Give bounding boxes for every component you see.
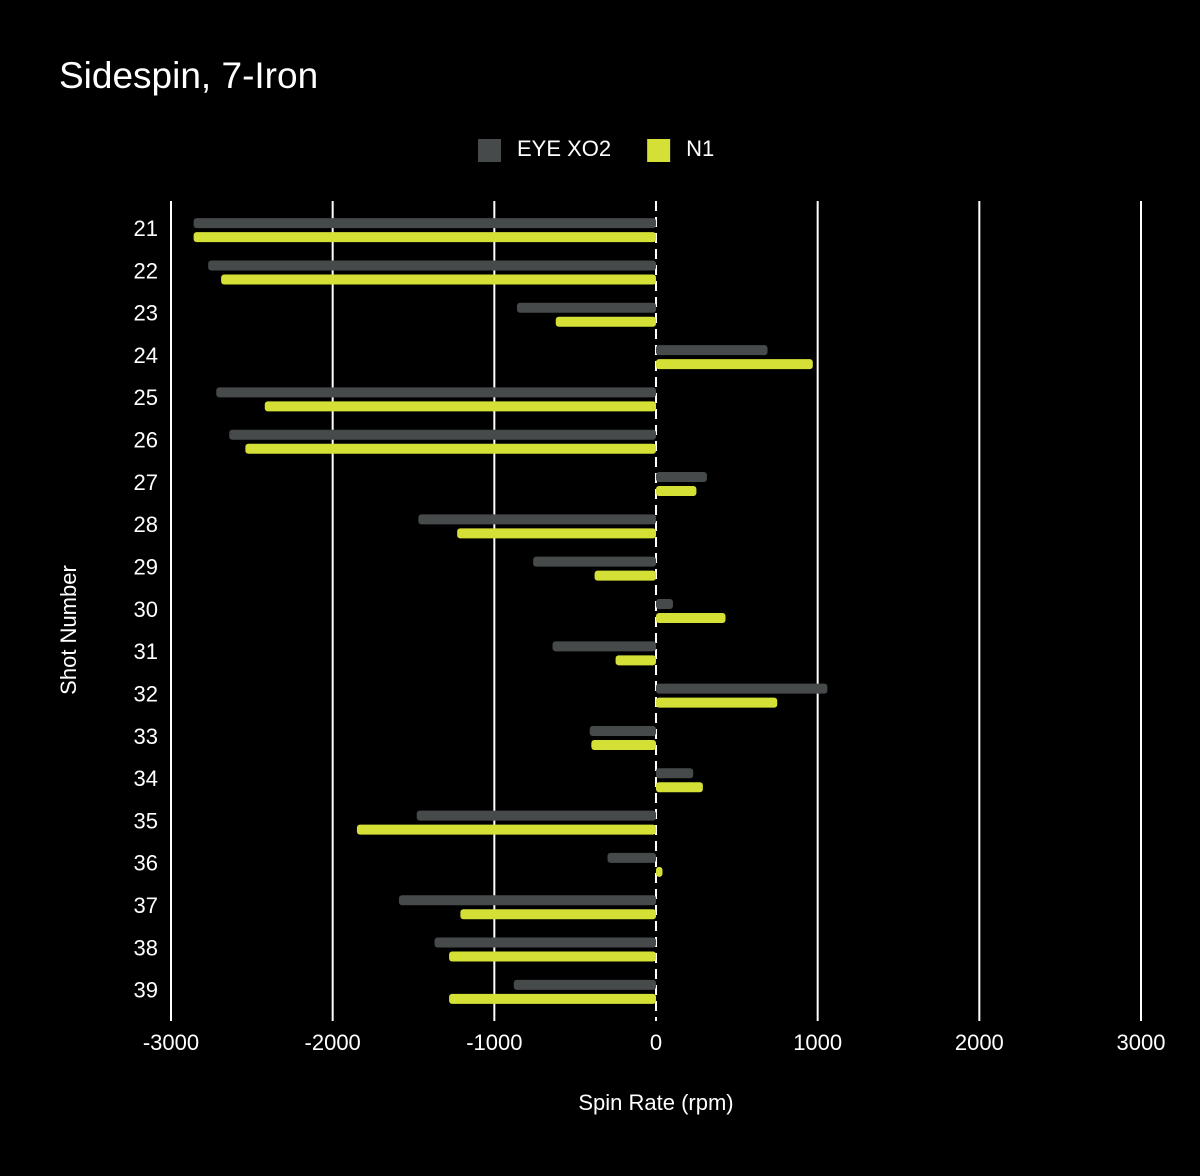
x-tick-label: 2000 [955,1030,1004,1055]
bar [416,810,656,821]
legend-swatch [478,139,501,162]
x-tick-label: -2000 [305,1030,361,1055]
bar [656,472,707,483]
bar [656,782,703,793]
y-tick-label: 30 [134,597,158,622]
x-tick-label: 1000 [793,1030,842,1055]
y-tick-label: 39 [134,978,158,1003]
bar [418,514,656,525]
legend-swatch [647,139,671,162]
y-tick-label: 32 [134,681,158,706]
bar [516,302,656,313]
y-tick-label: 28 [134,512,158,537]
bar [193,218,656,229]
bar [457,528,656,539]
bar [245,443,656,454]
y-tick-label: 26 [134,428,158,453]
bar [449,951,656,962]
y-tick-label: 34 [134,766,158,791]
y-tick-label: 33 [134,724,158,749]
bar [656,866,663,877]
x-tick-label: -1000 [466,1030,522,1055]
bar [615,655,656,666]
bar [656,599,673,609]
bar [208,260,656,271]
bar [264,401,656,412]
bar [533,556,656,567]
x-axis-title: Spin Rate (rpm) [578,1090,733,1115]
bar [193,232,656,243]
y-tick-label: 22 [134,258,158,283]
bar [656,486,697,497]
bar [607,852,656,863]
bar [555,316,656,327]
y-tick-label: 31 [134,639,158,664]
x-tick-label: 3000 [1117,1030,1166,1055]
bar [594,570,656,581]
bar [656,683,828,694]
bar [398,895,656,906]
legend-label: EYE XO2 [517,136,611,161]
bar [591,739,656,750]
bar [449,993,656,1004]
y-tick-label: 25 [134,385,158,410]
y-tick-label: 27 [134,470,158,495]
bar [552,641,656,652]
y-tick-label: 36 [134,851,158,876]
bar [216,387,656,398]
y-tick-label: 29 [134,554,158,579]
x-tick-label: -3000 [143,1030,199,1055]
bar [434,937,656,948]
bar [656,613,726,623]
bar [656,697,778,708]
y-tick-label: 37 [134,893,158,918]
y-tick-label: 38 [134,935,158,960]
legend-label: N1 [686,136,714,161]
y-tick-label: 23 [134,301,158,326]
bar [656,345,768,356]
bar [656,768,694,779]
bar [656,359,813,370]
bar [221,274,656,285]
y-axis-title: Shot Number [56,565,81,695]
bar [513,979,656,990]
y-tick-label: 24 [134,343,158,368]
chart-title: Sidespin, 7-Iron [59,55,318,96]
bar [589,725,656,736]
bar [356,824,656,835]
x-tick-label: 0 [650,1030,662,1055]
bar [460,909,656,920]
bar [229,429,656,440]
y-tick-label: 35 [134,808,158,833]
y-tick-label: 21 [134,216,158,241]
